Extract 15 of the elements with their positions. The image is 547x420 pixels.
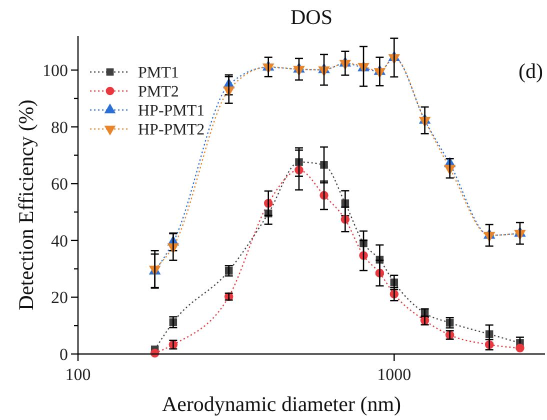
legend-label: PMT2 (138, 84, 179, 101)
y-tick-label: 0 (60, 344, 68, 364)
legend-label: HP-PMT1 (138, 102, 205, 120)
y-tick-label: 40 (51, 231, 68, 250)
chart-title: DOS (290, 5, 333, 29)
y-tick-label: 60 (51, 174, 68, 194)
legend-label: PMT1 (138, 64, 179, 82)
y-axis-title: Detection Efficiency (%) (14, 100, 38, 310)
y-tick-label: 80 (51, 118, 68, 137)
annotation: (d) (518, 59, 543, 83)
y-tick-label: 100 (42, 61, 68, 80)
legend-label: HP-PMT2 (138, 122, 205, 139)
y-tick-label: 20 (51, 288, 68, 308)
x-tick-label: 1000 (377, 365, 412, 384)
x-axis-title: Aerodynamic diameter (nm) (162, 392, 402, 416)
